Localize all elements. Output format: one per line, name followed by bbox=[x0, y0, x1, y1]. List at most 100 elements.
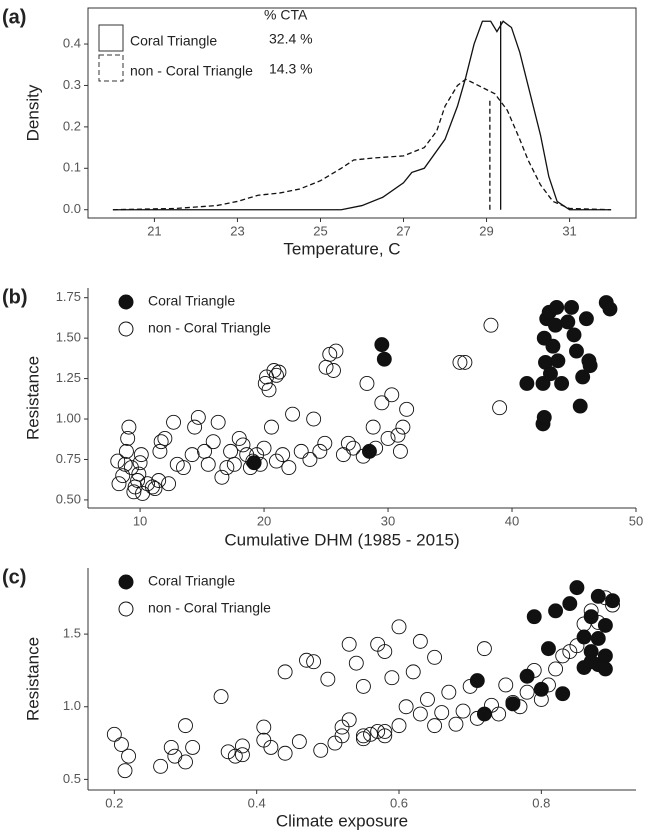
x-axis-title: Temperature, C bbox=[283, 239, 400, 258]
point bbox=[550, 353, 566, 369]
y-axis-title: Density bbox=[23, 84, 42, 141]
point bbox=[341, 712, 357, 728]
point bbox=[355, 728, 371, 744]
point bbox=[184, 447, 200, 463]
point bbox=[597, 648, 613, 664]
point bbox=[457, 354, 473, 370]
point bbox=[256, 719, 272, 735]
point bbox=[384, 387, 400, 403]
point bbox=[220, 744, 236, 760]
legend-label: Coral Triangle bbox=[130, 33, 217, 49]
point bbox=[512, 699, 528, 715]
y-axis-title: Resistance bbox=[23, 356, 42, 440]
point bbox=[412, 706, 428, 722]
point bbox=[448, 716, 464, 732]
x-tick-label: 0.2 bbox=[105, 795, 123, 810]
panel-label: (c) bbox=[2, 566, 26, 588]
y-tick-label: 1.50 bbox=[56, 330, 81, 345]
point bbox=[256, 732, 272, 748]
point bbox=[205, 434, 221, 450]
point bbox=[213, 689, 229, 705]
point bbox=[327, 735, 343, 751]
point bbox=[178, 754, 193, 770]
point bbox=[569, 580, 585, 596]
x-tick-label: 31 bbox=[562, 223, 576, 238]
point bbox=[452, 354, 468, 370]
point bbox=[541, 677, 556, 693]
point bbox=[306, 654, 322, 670]
point bbox=[377, 723, 393, 739]
y-axis-title: Resistance bbox=[23, 637, 42, 721]
legend-marker bbox=[118, 321, 134, 337]
x-axis-title: Climate exposure bbox=[276, 811, 408, 830]
point bbox=[299, 652, 314, 668]
point bbox=[293, 443, 309, 459]
point bbox=[190, 409, 206, 425]
y-tick-label: 0.3 bbox=[63, 77, 81, 92]
point bbox=[492, 400, 508, 416]
point bbox=[583, 603, 599, 619]
x-tick-label: 21 bbox=[147, 223, 161, 238]
x-tick-label: 27 bbox=[396, 223, 410, 238]
point bbox=[590, 631, 606, 646]
y-tick-label: 0.4 bbox=[63, 35, 81, 50]
point bbox=[178, 718, 193, 734]
point bbox=[269, 367, 284, 383]
y-tick-label: 1.0 bbox=[63, 698, 81, 713]
point bbox=[536, 409, 552, 425]
legend-label: Coral Triangle bbox=[148, 573, 235, 589]
point bbox=[210, 414, 226, 430]
point bbox=[302, 452, 318, 467]
point bbox=[498, 677, 514, 693]
point bbox=[412, 633, 428, 649]
legend-key bbox=[98, 54, 124, 82]
point bbox=[223, 443, 239, 459]
point bbox=[572, 398, 588, 414]
point bbox=[505, 694, 521, 710]
point bbox=[391, 718, 407, 734]
x-axis-title: Cumulative DHM (1985 - 2015) bbox=[224, 530, 459, 549]
point bbox=[120, 430, 136, 446]
x-tick-label: 0.4 bbox=[248, 795, 266, 810]
plot-frame bbox=[87, 7, 637, 219]
x-tick-label: 10 bbox=[133, 513, 147, 528]
point bbox=[277, 664, 293, 680]
point bbox=[548, 603, 564, 619]
point bbox=[285, 406, 301, 422]
point bbox=[163, 739, 179, 755]
x-tick-label: 25 bbox=[313, 223, 327, 238]
y-tick-label: 0.0 bbox=[63, 201, 81, 216]
legend-label: non - Coral Triangle bbox=[148, 600, 271, 616]
point bbox=[106, 726, 122, 742]
y-tick-label: 0.2 bbox=[63, 118, 81, 133]
point bbox=[576, 629, 592, 645]
y-tick-label: 0.5 bbox=[63, 771, 81, 786]
point bbox=[131, 466, 147, 482]
y-tick-label: 1.25 bbox=[56, 370, 81, 385]
point bbox=[118, 443, 134, 459]
point bbox=[111, 476, 127, 492]
point bbox=[306, 411, 322, 427]
point bbox=[365, 419, 381, 435]
y-tick-label: 1.5 bbox=[63, 626, 81, 641]
point bbox=[345, 440, 361, 456]
point bbox=[167, 748, 183, 764]
y-tick-label: 1.00 bbox=[56, 410, 81, 425]
point bbox=[187, 419, 203, 435]
point bbox=[234, 747, 250, 763]
point bbox=[526, 609, 542, 625]
point bbox=[261, 382, 277, 398]
point bbox=[152, 443, 168, 459]
point bbox=[341, 636, 357, 652]
point bbox=[115, 468, 131, 484]
legend-value: 32.4 % bbox=[269, 31, 313, 47]
point bbox=[370, 723, 386, 739]
point bbox=[121, 748, 137, 764]
x-tick-label: 30 bbox=[381, 513, 395, 528]
point bbox=[483, 317, 499, 333]
x-tick-label: 20 bbox=[257, 513, 271, 528]
point bbox=[462, 678, 478, 694]
point bbox=[355, 731, 371, 747]
point bbox=[392, 443, 408, 459]
